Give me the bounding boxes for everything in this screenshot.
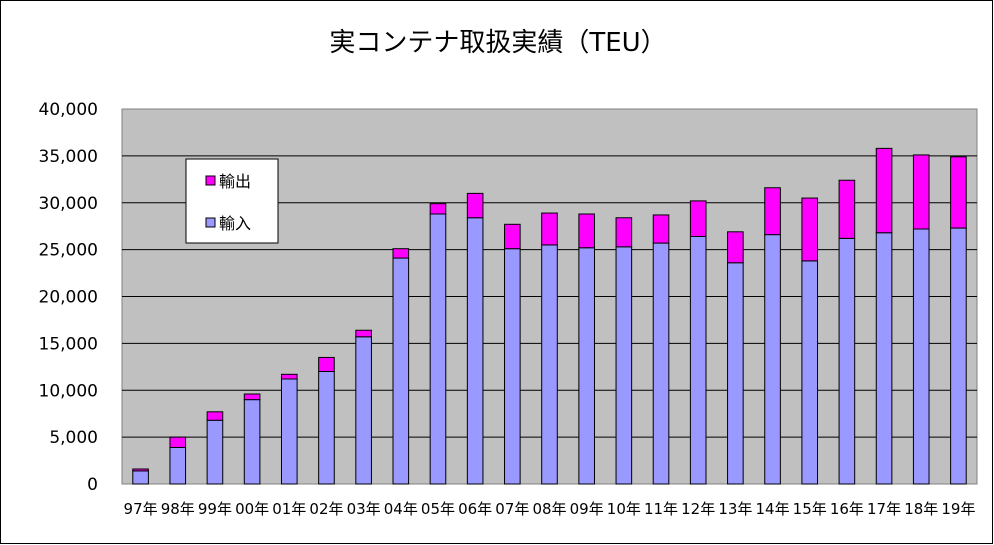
x-tick-label: 03年 [347,500,381,518]
bar-export-14年 [764,187,781,236]
legend-swatch-import [205,217,216,228]
bar-import-15年 [801,260,819,485]
bar-export-12年 [689,200,707,238]
y-tick-label: 10,000 [39,381,98,401]
bar-import-03年 [355,336,372,485]
bar-import-14年 [764,234,781,485]
bar-export-18年 [912,154,930,230]
x-tick-label: 18年 [904,500,938,518]
bar-export-09年 [578,213,595,249]
x-tick-label: 15年 [793,500,827,518]
bar-import-02年 [318,371,335,485]
x-tick-label: 11年 [644,500,678,518]
bar-import-19年 [950,227,967,485]
bar-import-11年 [652,242,670,485]
bar-import-12年 [689,236,707,485]
x-tick-label: 08年 [532,500,566,518]
bar-export-19年 [950,156,967,229]
legend-box [185,158,279,244]
x-tick-label: 04年 [384,500,418,518]
bar-import-16年 [838,237,856,485]
y-tick-label: 30,000 [39,194,98,214]
bar-import-10年 [615,246,633,485]
legend: 輸出 輸入 [185,158,279,244]
y-tick-label: 15,000 [39,334,98,354]
bar-import-08年 [541,244,558,485]
bar-export-08年 [541,212,558,246]
x-tick-label: 13年 [718,500,752,518]
bar-export-15年 [801,197,819,262]
x-tick-label: 99年 [198,500,232,518]
bar-import-17年 [875,232,893,485]
bar-export-05年 [429,203,447,215]
x-tick-label: 19年 [941,500,975,518]
bar-import-09年 [578,247,595,485]
bar-export-04年 [392,248,410,259]
bar-import-97年 [132,470,149,485]
bar-import-13年 [727,262,744,485]
chart-title: 実コンテナ取扱実績（TEU） [329,28,666,58]
bar-import-00年 [243,399,261,485]
x-tick-label: 02年 [309,500,343,518]
bar-export-17年 [875,147,893,234]
bar-import-18年 [912,228,930,485]
bar-export-97年 [132,468,149,472]
bar-import-05年 [429,213,447,485]
legend-label-export: 輸出 [219,172,251,191]
x-tick-label: 97年 [124,500,158,518]
bar-export-00年 [243,393,261,401]
x-tick-label: 14年 [755,500,789,518]
bar-import-06年 [466,217,484,485]
x-tick-label: 00年 [235,500,269,518]
x-tick-label: 05年 [421,500,455,518]
bar-import-98年 [169,446,187,485]
bar-export-10年 [615,217,633,248]
x-tick-label: 09年 [570,500,604,518]
bar-export-01年 [280,373,298,380]
y-axis-tick-labels: 0 5,000 10,000 15,000 20,000 25,000 30,000 35,0… [39,100,98,495]
bar-export-07年 [504,223,521,250]
x-tick-label: 98年 [161,500,195,518]
y-tick-label: 0 [87,475,98,495]
y-tick-label: 20,000 [39,288,98,308]
bar-import-01年 [280,378,298,485]
x-tick-label: 16年 [830,500,864,518]
x-tick-label: 12年 [681,500,715,518]
bar-export-11年 [652,214,670,244]
x-tick-label: 01年 [272,500,306,518]
y-tick-label: 35,000 [39,147,98,167]
y-tick-label: 40,000 [39,100,98,120]
x-tick-label: 06年 [458,500,492,518]
bar-import-99年 [206,419,224,485]
bar-export-99年 [206,411,224,421]
legend-swatch-export [205,175,216,186]
bars [132,147,967,485]
y-tick-label: 25,000 [39,241,98,261]
bar-import-04年 [392,257,410,485]
bar-import-07年 [504,248,521,485]
y-tick-label: 5,000 [49,428,98,448]
bar-export-98年 [169,436,187,448]
legend-label-import: 輸入 [219,214,251,233]
bar-export-03年 [355,329,372,338]
x-tick-label: 17年 [867,500,901,518]
bar-export-16年 [838,179,856,239]
x-axis-tick-labels: 97年 98年 99年 00年 01年 02年 03年 04年 05年 06年 07年 08年 09年 1… [124,500,976,518]
bar-export-02年 [318,356,335,373]
bar-export-06年 [466,192,484,219]
bar-export-13年 [727,231,744,264]
x-tick-label: 10年 [607,500,641,518]
x-tick-label: 07年 [495,500,529,518]
